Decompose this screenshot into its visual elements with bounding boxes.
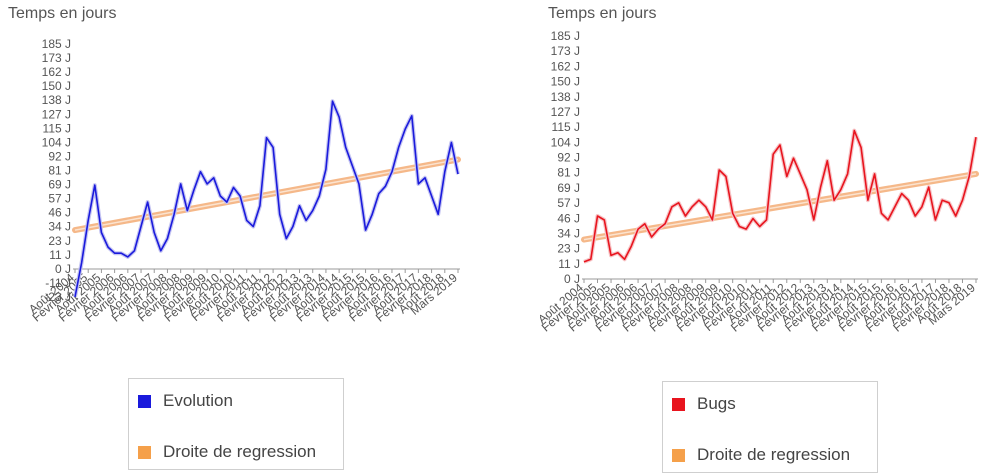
y-tick-label: 46 J xyxy=(557,211,580,225)
y-tick-label: 127 J xyxy=(551,105,580,119)
y-tick-label: 92 J xyxy=(557,151,580,165)
y-tick-label: -11 J xyxy=(45,276,71,290)
legend-item-regression: Droite de regression xyxy=(672,445,850,465)
legend-swatch-regression xyxy=(672,448,685,462)
y-tick-label: 92 J xyxy=(48,149,71,163)
legend-item-regression: Droite de regression xyxy=(138,442,316,462)
chart-legend: Evolution Droite de regression xyxy=(128,378,344,470)
y-tick-label: 69 J xyxy=(557,181,580,195)
y-tick-label: 185 J xyxy=(551,29,580,43)
y-tick-label: 0 J xyxy=(564,272,580,286)
y-tick-label: 173 J xyxy=(42,51,71,65)
y-tick-label: 23 J xyxy=(557,242,580,256)
y-tick-label: 115 J xyxy=(43,121,71,135)
y-axis-title: Temps en jours xyxy=(548,5,657,22)
chart-evolution: Temps en jours 185 J 173 J 162 J 150 J 138 J… xyxy=(0,0,461,476)
y-tick-label: 150 J xyxy=(551,75,580,89)
chart-bugs: Temps en jours 185 J 173 J 162 J 150 J 138 J… xyxy=(540,0,987,476)
legend-swatch-evolution xyxy=(138,394,151,408)
y-tick-label: 150 J xyxy=(42,79,71,93)
y-tick-label: 69 J xyxy=(48,178,71,192)
y-axis-title: Temps en jours xyxy=(8,5,117,22)
legend-label: Bugs xyxy=(697,394,736,413)
legend-item-evolution: Evolution xyxy=(138,391,233,411)
y-tick-label: 46 J xyxy=(48,206,71,220)
y-tick-label: 57 J xyxy=(557,196,580,210)
y-tick-label: 81 J xyxy=(557,166,580,180)
y-tick-label: 138 J xyxy=(42,93,71,107)
y-tick-label: 185 J xyxy=(42,37,71,51)
y-tick-label: 34 J xyxy=(557,226,580,240)
y-tick-label: 11 J xyxy=(558,257,580,271)
y-tick-label: 162 J xyxy=(551,59,580,73)
regression-line-highlight xyxy=(74,158,459,231)
regression-line-highlight xyxy=(583,173,977,241)
y-tick-label: 127 J xyxy=(42,107,71,121)
y-tick-label: 81 J xyxy=(48,164,71,178)
y-tick-label: 57 J xyxy=(48,192,71,206)
y-tick-label: 138 J xyxy=(551,90,580,104)
legend-swatch-regression xyxy=(138,445,151,459)
series-line-halo xyxy=(583,128,978,264)
legend-item-bugs: Bugs xyxy=(672,394,736,414)
y-tick-label: 34 J xyxy=(48,220,71,234)
y-tick-label: 115 J xyxy=(552,120,580,134)
y-tick-label: -23 J xyxy=(44,290,71,304)
y-tick-label: 0 J xyxy=(55,262,71,276)
y-tick-label: 11 J xyxy=(49,248,71,262)
y-tick-label: 23 J xyxy=(48,234,71,248)
chart-legend: Bugs Droite de regression xyxy=(662,381,878,473)
legend-label: Droite de regression xyxy=(697,445,851,464)
legend-label: Droite de regression xyxy=(163,442,317,461)
y-tick-label: 104 J xyxy=(551,135,580,149)
y-tick-label: 162 J xyxy=(42,65,71,79)
series-line xyxy=(74,100,459,298)
legend-label: Evolution xyxy=(163,391,233,410)
series-line-halo xyxy=(73,99,460,298)
y-tick-label: 173 J xyxy=(551,44,580,58)
series-line xyxy=(583,129,977,263)
legend-swatch-bugs xyxy=(672,397,685,411)
y-tick-label: 104 J xyxy=(42,135,71,149)
